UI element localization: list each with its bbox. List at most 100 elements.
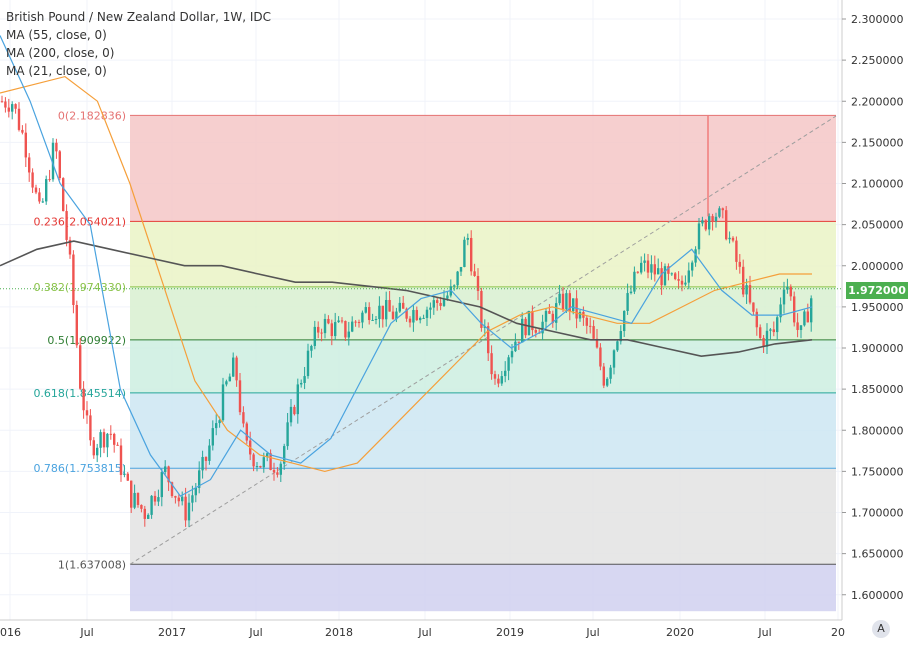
ma55-line xyxy=(0,75,812,473)
fib-zone xyxy=(130,115,836,222)
candle-body xyxy=(456,271,459,286)
candle-body xyxy=(391,311,395,320)
price-tick-label: 1.850000 xyxy=(851,383,904,396)
fib-zone xyxy=(130,286,836,340)
candle-body xyxy=(626,293,629,311)
candle-body xyxy=(371,319,374,321)
legend-ma21: MA (21, close, 0) xyxy=(6,64,107,78)
candle-body xyxy=(4,101,7,108)
auto-scale-button[interactable]: A xyxy=(872,620,890,638)
fib-level-label: 0.5(1.909922) xyxy=(47,334,126,347)
candle-body xyxy=(126,473,129,481)
candle-body xyxy=(174,496,177,498)
candle-body xyxy=(667,266,670,274)
candle-body xyxy=(310,345,313,351)
candle-body xyxy=(92,440,95,456)
candle-body xyxy=(388,299,391,312)
candles[interactable] xyxy=(0,95,813,528)
candle-body xyxy=(633,271,636,292)
candle-body xyxy=(238,380,242,413)
candle-body xyxy=(721,208,724,211)
candle-body xyxy=(143,508,146,519)
candle-body xyxy=(296,384,299,415)
candle-body xyxy=(306,350,310,377)
candle-body xyxy=(725,210,728,240)
candle-body xyxy=(262,457,265,468)
time-axis[interactable]: 016 Jul 2017 Jul 2018 Jul 2019 Jul 2020 Jul 20 xyxy=(0,619,845,639)
candle-body xyxy=(670,273,673,275)
candle-body xyxy=(589,325,592,327)
legend-ma200: MA (200, close, 0) xyxy=(6,46,115,60)
candle-body xyxy=(347,331,350,338)
candle-body xyxy=(55,142,58,152)
candle-body xyxy=(344,320,347,338)
candle-body xyxy=(708,216,711,230)
price-tick-label: 2.100000 xyxy=(851,178,904,191)
candle-body xyxy=(215,423,218,429)
time-tick-label: Jul xyxy=(79,626,93,639)
candle-body xyxy=(463,239,466,267)
candle-body xyxy=(459,266,463,272)
candle-body xyxy=(572,298,575,312)
trend-line[interactable] xyxy=(129,115,837,565)
candle-body xyxy=(561,293,565,310)
fibonacci-retracement[interactable]: 0(2.182836) 0.236(2.054021) 0.382(1.974330… xyxy=(33,109,836,612)
time-tick-label: Jul xyxy=(248,626,262,639)
candle-body xyxy=(317,326,320,333)
candle-body xyxy=(235,357,238,381)
candle-body xyxy=(364,307,367,313)
candle-body xyxy=(11,104,14,112)
candle-body xyxy=(303,376,306,383)
candle-body xyxy=(786,286,789,290)
candle-body xyxy=(167,466,170,483)
candle-body xyxy=(487,326,490,354)
candle-body xyxy=(289,406,293,423)
candle-body xyxy=(714,216,718,222)
candle-body xyxy=(252,454,255,467)
candle-body xyxy=(34,187,38,193)
candle-body xyxy=(599,347,602,367)
candle-body xyxy=(232,357,235,377)
candle-body xyxy=(48,179,51,181)
candle-body xyxy=(266,453,269,458)
candle-body xyxy=(691,262,694,271)
fib-level-label: 0.382(1.974330) xyxy=(33,281,126,294)
candle-body xyxy=(473,271,476,276)
candle-body xyxy=(368,307,371,320)
price-tick-label: 1.600000 xyxy=(851,589,904,602)
candle-body xyxy=(228,376,231,382)
candle-body xyxy=(752,302,755,312)
candle-body xyxy=(68,239,72,255)
candle-body xyxy=(24,132,27,158)
candle-body xyxy=(432,300,435,308)
candle-body xyxy=(548,311,551,314)
candle-body xyxy=(779,304,782,318)
candle-body xyxy=(609,367,612,379)
price-tick-label: 2.200000 xyxy=(851,95,904,108)
price-axis[interactable]: 2.300000 2.250000 2.200000 2.150000 2.100000… xyxy=(841,0,904,620)
candle-body xyxy=(728,237,731,240)
candle-body xyxy=(755,311,758,328)
moving-averages xyxy=(0,35,813,497)
candle-body xyxy=(735,240,738,262)
candle-body xyxy=(643,260,646,263)
candle-body xyxy=(442,298,446,306)
candle-body xyxy=(551,313,554,323)
candle-body xyxy=(7,107,10,112)
time-tick-label: 20 xyxy=(831,626,845,639)
candle-body xyxy=(731,237,735,241)
price-tick-label: 1.950000 xyxy=(851,301,904,314)
chart-legend: British Pound / New Zealand Dollar, 1W, … xyxy=(6,8,271,80)
candle-body xyxy=(181,496,184,502)
fib-zone xyxy=(130,564,836,612)
candle-body xyxy=(191,495,194,503)
candle-body xyxy=(225,381,228,385)
candle-body xyxy=(602,366,605,386)
candle-body xyxy=(276,472,279,475)
candle-body xyxy=(504,370,507,377)
candle-body xyxy=(555,303,558,323)
candle-body xyxy=(527,311,531,336)
candle-body xyxy=(116,444,119,446)
